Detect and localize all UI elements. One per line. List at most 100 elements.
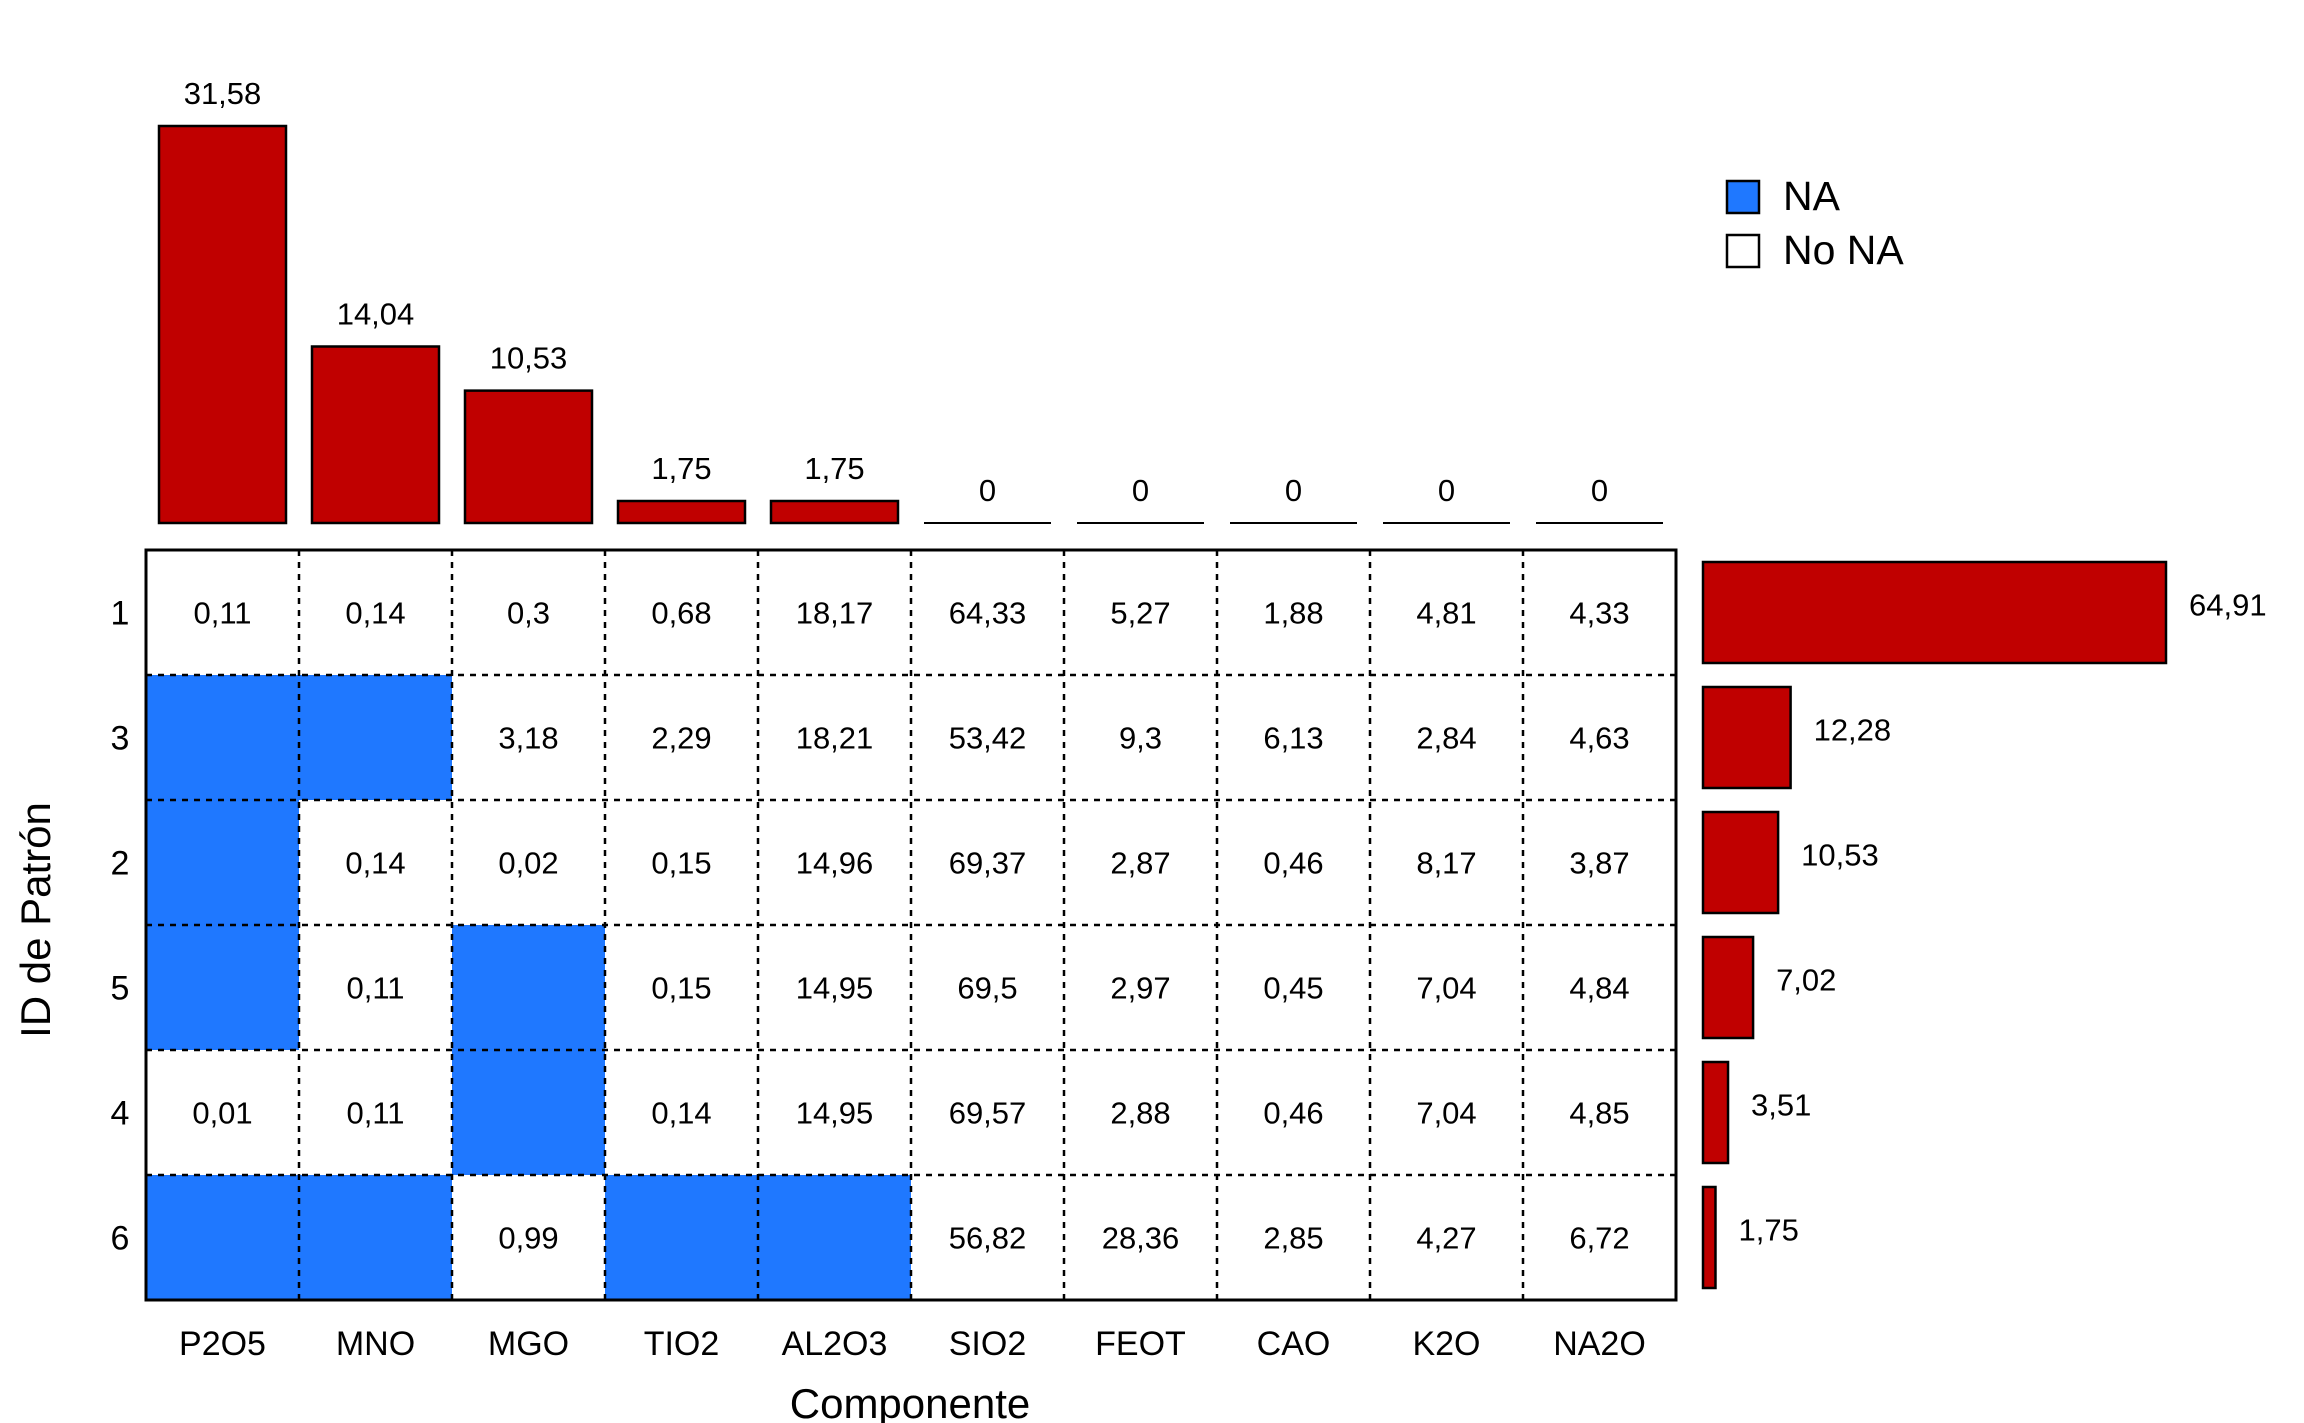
value-cell: [299, 925, 452, 1050]
cell-value-label: 4,81: [1416, 596, 1476, 631]
pattern-frequency-bars: 64,91 12,28 10,53 7,02 3,51 1,75: [1701, 560, 2267, 1290]
value-cell: [758, 550, 911, 675]
na-cell: [452, 925, 605, 1050]
cell-value-label: 0,01: [192, 1096, 252, 1131]
value-cell: [1523, 1175, 1676, 1300]
legend-label: No NA: [1783, 227, 1904, 273]
value-cell: [299, 1050, 452, 1175]
value-cell: [299, 800, 452, 925]
cell-value-label: 4,84: [1569, 971, 1629, 1006]
y-tick-label: 1: [111, 595, 130, 633]
frequency-bar: [1701, 935, 1755, 1040]
cell-value-label: 1,88: [1263, 596, 1323, 631]
x-tick-label: AL2O3: [782, 1325, 888, 1363]
value-cell: [1523, 800, 1676, 925]
cell-value-label: 0,45: [1263, 971, 1323, 1006]
cell-value-label: 53,42: [949, 721, 1027, 756]
value-cell: [1217, 675, 1370, 800]
value-cell: [452, 550, 605, 675]
missing-bar-label: 0: [1285, 473, 1302, 508]
y-tick-label: 4: [111, 1095, 130, 1133]
missing-bar-label: 0: [1132, 473, 1149, 508]
frequency-bar-label: 10,53: [1801, 838, 1879, 873]
value-cell: [1064, 800, 1217, 925]
missing-bar-label: 0: [1438, 473, 1455, 508]
legend: NA No NA: [1725, 173, 1904, 273]
cell-value-label: 0,3: [507, 596, 550, 631]
value-cell: [1217, 550, 1370, 675]
frequency-bar: [1701, 685, 1792, 790]
x-tick-label: CAO: [1257, 1325, 1331, 1363]
value-cell: [1370, 550, 1523, 675]
cell-value-label: 0,11: [346, 971, 404, 1006]
cell-value-label: 3,18: [498, 721, 558, 756]
missing-bar-label: 1,75: [651, 451, 711, 486]
column-missing-bars: 31,58 14,04 10,53 1,75 1,75 0 0 0 0 0: [157, 76, 1663, 525]
value-cell: [911, 1050, 1064, 1175]
y-tick-labels: 1 3 2 5 4 6: [111, 595, 130, 1258]
x-axis-label: Componente: [790, 1380, 1031, 1423]
value-cell: [758, 800, 911, 925]
x-tick-label: TIO2: [644, 1325, 720, 1363]
x-tick-labels: P2O5 MNO MGO TIO2 AL2O3 SIO2 FEOT CAO K2O NA2O: [179, 1325, 1646, 1363]
value-cell: [911, 1175, 1064, 1300]
y-axis-label: ID de Patrón: [12, 802, 59, 1038]
pattern-grid-lines: [144, 548, 1678, 1302]
value-cell: [452, 675, 605, 800]
cell-value-label: 0,46: [1263, 846, 1323, 881]
legend-swatch: [1725, 233, 1761, 269]
cell-value-label: 69,57: [949, 1096, 1027, 1131]
missing-bar-label: 1,75: [804, 451, 864, 486]
value-cell: [605, 675, 758, 800]
y-tick-label: 2: [111, 845, 130, 883]
x-tick-label: P2O5: [179, 1325, 266, 1363]
frequency-bar: [1701, 560, 2168, 665]
cell-value-label: 2,88: [1110, 1096, 1170, 1131]
missing-bar-label: 10,53: [490, 341, 568, 376]
value-cell: [605, 800, 758, 925]
y-tick-label: 5: [111, 970, 130, 1008]
value-cell: [1370, 1050, 1523, 1175]
legend-label: NA: [1783, 173, 1841, 219]
cell-value-label: 5,27: [1110, 596, 1170, 631]
cell-value-label: 6,13: [1263, 721, 1323, 756]
missing-bar: [157, 124, 288, 525]
na-cell: [758, 1175, 911, 1300]
value-cell: [1064, 925, 1217, 1050]
cell-value-label: 2,97: [1110, 971, 1170, 1006]
value-cell: [452, 1175, 605, 1300]
cell-value-label: 7,04: [1416, 971, 1476, 1006]
y-tick-label: 3: [111, 720, 130, 758]
value-cell: [1064, 550, 1217, 675]
value-cell: [1217, 800, 1370, 925]
cell-value-label: 18,21: [796, 721, 874, 756]
value-cell: [605, 550, 758, 675]
na-cell: [299, 675, 452, 800]
na-cell: [146, 675, 299, 800]
cell-value-label: 4,33: [1569, 596, 1629, 631]
cell-value-label: 69,5: [957, 971, 1017, 1006]
missing-bar-label: 0: [1591, 473, 1608, 508]
value-cell: [1370, 925, 1523, 1050]
na-cell: [299, 1175, 452, 1300]
value-cell: [1523, 550, 1676, 675]
na-cell: [146, 800, 299, 925]
value-cell: [1217, 1050, 1370, 1175]
pattern-grid: 0,11 0,14 0,3 0,68 18,17 64,33 5,27 1,88 4,81 4,3…: [146, 550, 1676, 1300]
cell-value-label: 2,84: [1416, 721, 1476, 756]
value-cell: [911, 800, 1064, 925]
na-cell: [452, 1050, 605, 1175]
cell-value-label: 8,17: [1416, 846, 1476, 881]
missing-bar: [616, 499, 747, 525]
cell-value-label: 0,15: [651, 971, 711, 1006]
x-tick-label: FEOT: [1095, 1325, 1186, 1363]
value-cell: [1064, 675, 1217, 800]
x-tick-label: NA2O: [1553, 1325, 1646, 1363]
value-cell: [452, 800, 605, 925]
missing-bar: [310, 345, 441, 525]
frequency-bar-label: 12,28: [1814, 713, 1892, 748]
cell-value-label: 0,11: [346, 1096, 404, 1131]
value-cell: [1370, 800, 1523, 925]
missing-bar-label: 31,58: [184, 76, 262, 111]
missing-bar: [769, 499, 900, 525]
